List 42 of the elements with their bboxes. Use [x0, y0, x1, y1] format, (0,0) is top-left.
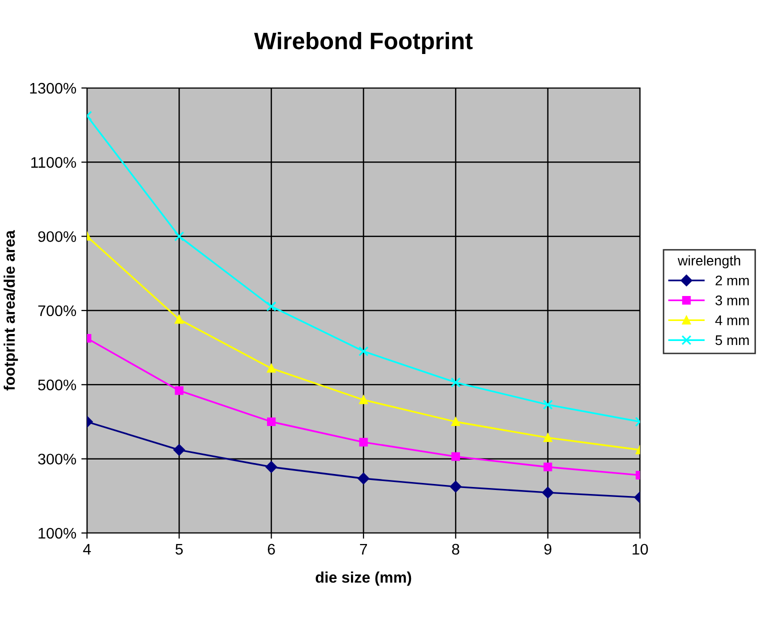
- legend-label: 2 mm: [716, 276, 749, 286]
- x-tick-label: 6: [268, 544, 275, 555]
- point: [174, 315, 184, 324]
- x-tick-label: 9: [544, 544, 552, 555]
- point: [173, 444, 185, 456]
- legend-label: 3 mm: [715, 295, 749, 306]
- legend-label: 5 mm: [715, 335, 749, 346]
- y-tick-label: 1100%: [31, 157, 76, 168]
- point: [267, 364, 276, 373]
- point: [266, 461, 278, 473]
- point: [359, 396, 368, 404]
- y-tick-label: 700%: [38, 305, 76, 316]
- legend-title: wirelength: [678, 255, 740, 268]
- y-tick-label: 300%: [38, 454, 76, 465]
- point: [267, 417, 276, 426]
- point: [359, 438, 368, 446]
- x-tick-label: 7: [360, 544, 367, 554]
- point: [544, 462, 552, 472]
- x-axis-title: die size (mm): [316, 572, 412, 586]
- point: [451, 417, 460, 426]
- x-tick-label: 10: [632, 544, 648, 555]
- x-tick-label: 8: [452, 544, 460, 555]
- point: [542, 486, 554, 498]
- point: [450, 377, 461, 388]
- x-tick-label: 5: [176, 544, 183, 555]
- point: [266, 301, 276, 312]
- point: [544, 433, 552, 442]
- point: [358, 346, 368, 356]
- chart-title: Wirebond Footprint: [254, 32, 473, 54]
- y-tick-label: 900%: [38, 231, 76, 242]
- x-tick-label: 4: [83, 544, 91, 554]
- legend-label: 4 mm: [715, 316, 749, 326]
- point: [174, 231, 184, 242]
- y-axis-title: footprint area/die area: [4, 230, 18, 390]
- point: [450, 480, 462, 492]
- point: [451, 452, 460, 461]
- point: [542, 400, 553, 410]
- point: [174, 386, 184, 395]
- y-tick-label: 1300%: [30, 82, 76, 94]
- point: [358, 472, 370, 484]
- y-tick-label: 100%: [38, 528, 76, 539]
- y-tick-label: 500%: [38, 380, 76, 390]
